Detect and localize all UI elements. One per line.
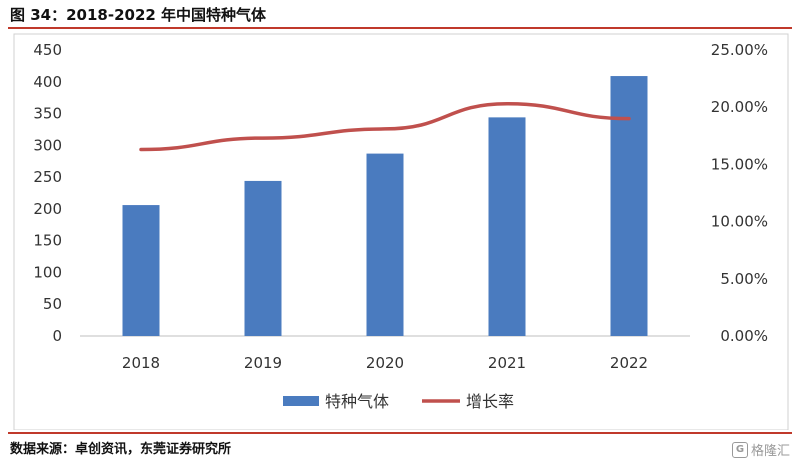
top-divider (8, 27, 792, 29)
left-tick-label: 450 (33, 41, 62, 59)
left-tick-label: 150 (33, 232, 62, 250)
legend-line-label: 增长率 (466, 392, 514, 411)
right-axis: 0.00% 5.00% 10.00% 15.00% 20.00% 25.00% (711, 41, 768, 345)
left-tick-label: 300 (33, 136, 62, 154)
left-tick-label: 100 (33, 263, 62, 281)
x-tick-label: 2022 (610, 354, 648, 372)
right-tick-label: 25.00% (711, 41, 768, 59)
chart-frame (13, 33, 789, 430)
legend-bar-swatch (283, 396, 319, 406)
bar (488, 117, 526, 336)
growth-line (139, 102, 631, 152)
bar (122, 205, 160, 336)
watermark: G 格隆汇 (731, 440, 790, 459)
bar (366, 153, 404, 336)
left-tick-label: 50 (43, 295, 62, 313)
legend: 特种气体 增长率 (283, 392, 514, 411)
bar-series (122, 76, 648, 337)
x-tick-label: 2021 (488, 354, 526, 372)
right-tick-label: 20.00% (711, 98, 768, 116)
x-tick-label: 2018 (122, 354, 160, 372)
bar (244, 180, 282, 336)
x-tick-label: 2019 (244, 354, 282, 372)
watermark-logo-icon: G (731, 441, 748, 458)
left-tick-label: 0 (52, 327, 62, 345)
right-tick-label: 0.00% (720, 327, 768, 345)
right-tick-label: 5.00% (720, 270, 768, 288)
chart-area: 0 50 100 150 200 250 300 350 400 450 0.00% 5.00% 10… (13, 33, 789, 430)
legend-bar-label: 特种气体 (325, 392, 389, 411)
right-tick-label: 15.00% (711, 155, 768, 173)
watermark-text: 格隆汇 (750, 444, 790, 459)
left-tick-label: 350 (33, 105, 62, 123)
data-source: 数据来源：卓创资讯，东莞证券研究所 (10, 442, 232, 457)
left-axis: 0 50 100 150 200 250 300 350 400 450 (33, 41, 62, 345)
x-axis: 2018 2019 2020 2021 2022 (122, 354, 648, 372)
left-tick-label: 400 (33, 73, 62, 91)
chart-title: 图 34：2018-2022 年中国特种气体 (10, 6, 267, 24)
x-tick-label: 2020 (366, 354, 404, 372)
left-tick-label: 200 (33, 200, 62, 218)
right-tick-label: 10.00% (711, 213, 768, 231)
bar (610, 76, 648, 337)
bottom-divider (8, 432, 792, 434)
line-series (139, 102, 631, 152)
left-tick-label: 250 (33, 168, 62, 186)
